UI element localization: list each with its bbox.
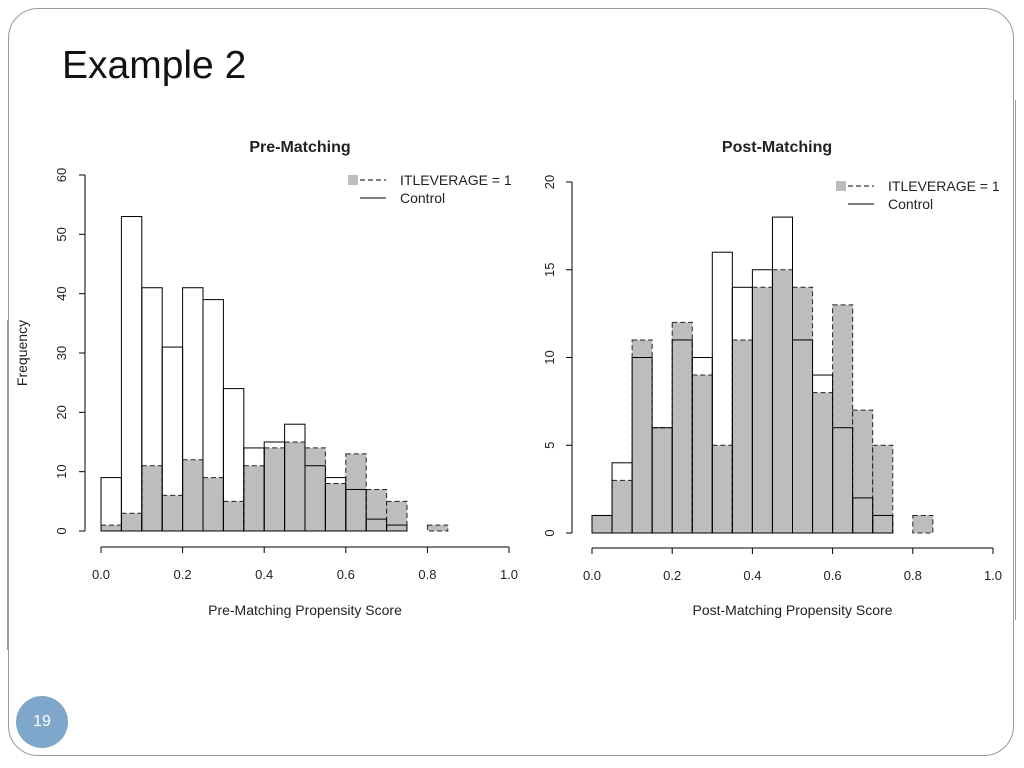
y-tick-label: 30	[54, 346, 69, 360]
control-bar	[100, 477, 122, 532]
treated-bar	[365, 488, 388, 532]
y-tick-label: 15	[542, 263, 557, 277]
treated-bar	[751, 286, 773, 534]
legend: ITLEVERAGE = 1 Control	[348, 172, 512, 206]
treated-bar	[832, 304, 854, 534]
treated-bar	[243, 465, 265, 532]
treated-bar	[611, 479, 633, 534]
y-tick-label: 10	[542, 350, 557, 364]
treated-bar	[345, 453, 367, 532]
chart-title: Post-Matching	[722, 139, 832, 156]
x-tick-label: 0.8	[418, 567, 436, 582]
treated-bar	[141, 465, 163, 532]
treated-bar	[691, 374, 713, 534]
treated-bar	[631, 339, 653, 534]
y-tick-label: 5	[542, 442, 557, 449]
y-tick-label: 20	[54, 405, 69, 419]
treated-bar	[161, 494, 184, 532]
y-axis-label: Frequency	[14, 320, 30, 386]
x-tick-label: 0.0	[583, 568, 601, 583]
slide-title: Example 2	[62, 44, 247, 87]
y-tick-label: 60	[54, 168, 69, 182]
y-tick-label: 50	[54, 227, 69, 241]
treated-bar	[202, 477, 224, 532]
treated-bar	[386, 500, 408, 532]
control-bar	[832, 427, 854, 534]
treated-bar	[222, 500, 245, 532]
legend: ITLEVERAGE = 1 Control	[836, 178, 1000, 212]
x-tick-label: 0.2	[663, 568, 681, 583]
x-tick-label: 0.4	[255, 567, 273, 582]
y-tick-label: 0	[542, 529, 557, 536]
x-axis-label: Pre-Matching Propensity Score	[208, 602, 402, 618]
treated-bar	[872, 444, 894, 534]
x-tick-label: 0.2	[174, 567, 192, 582]
y-tick-label: 40	[54, 286, 69, 300]
legend-label-treated: ITLEVERAGE = 1	[400, 172, 512, 188]
treated-bar	[591, 514, 613, 534]
treated-bar	[304, 447, 326, 532]
control-bar	[872, 514, 894, 534]
treated-bar	[852, 409, 874, 534]
x-tick-label: 0.4	[743, 568, 761, 583]
treated-bar	[711, 444, 733, 534]
treated-bar	[731, 339, 753, 534]
treated-bar	[812, 392, 834, 534]
treated-bar	[100, 524, 122, 532]
chart-0: Pre-Matching 0.0 0.2 0.4 0.6 0.8 1.0 0 10 20 30 40 5…	[14, 139, 518, 618]
treated-bar	[324, 483, 347, 532]
legend-swatch-treated	[348, 175, 358, 185]
x-axis-label: Post-Matching Propensity Score	[693, 602, 893, 618]
slide-decoration-line-right	[1015, 100, 1016, 620]
treated-bar	[284, 441, 306, 532]
x-tick-label: 0.6	[824, 568, 842, 583]
y-tick-label: 20	[542, 175, 557, 189]
treated-bar	[771, 269, 794, 534]
x-tick-label: 0.6	[337, 567, 355, 582]
x-tick-label: 1.0	[500, 567, 518, 582]
treated-bar	[912, 514, 934, 534]
legend-label-control: Control	[400, 190, 445, 206]
chart-title: Pre-Matching	[249, 139, 350, 156]
control-bar	[120, 216, 143, 532]
page-number-badge: 19	[16, 696, 68, 748]
legend-label-treated: ITLEVERAGE = 1	[888, 178, 1000, 194]
y-tick-label: 10	[54, 464, 69, 478]
slide-decoration-line-left	[7, 320, 8, 650]
x-tick-label: 0.8	[904, 568, 922, 583]
treated-bar	[120, 512, 143, 532]
x-tick-label: 1.0	[984, 568, 1002, 583]
treated-bar	[651, 427, 673, 534]
treated-bar	[426, 524, 449, 532]
control-bar	[386, 524, 408, 532]
x-tick-label: 0.0	[92, 567, 110, 582]
chart-1: Post-Matching 0.0 0.2 0.4 0.6 0.8 1.0 0 5 10 15 20 P…	[542, 139, 1002, 618]
legend-label-control: Control	[888, 196, 933, 212]
treated-bar	[263, 447, 286, 532]
y-tick-label: 0	[54, 527, 69, 534]
control-bar	[345, 488, 367, 532]
treated-bar	[671, 321, 693, 534]
treated-bar	[182, 459, 204, 532]
legend-swatch-treated	[836, 181, 846, 191]
treated-bar	[792, 286, 814, 534]
